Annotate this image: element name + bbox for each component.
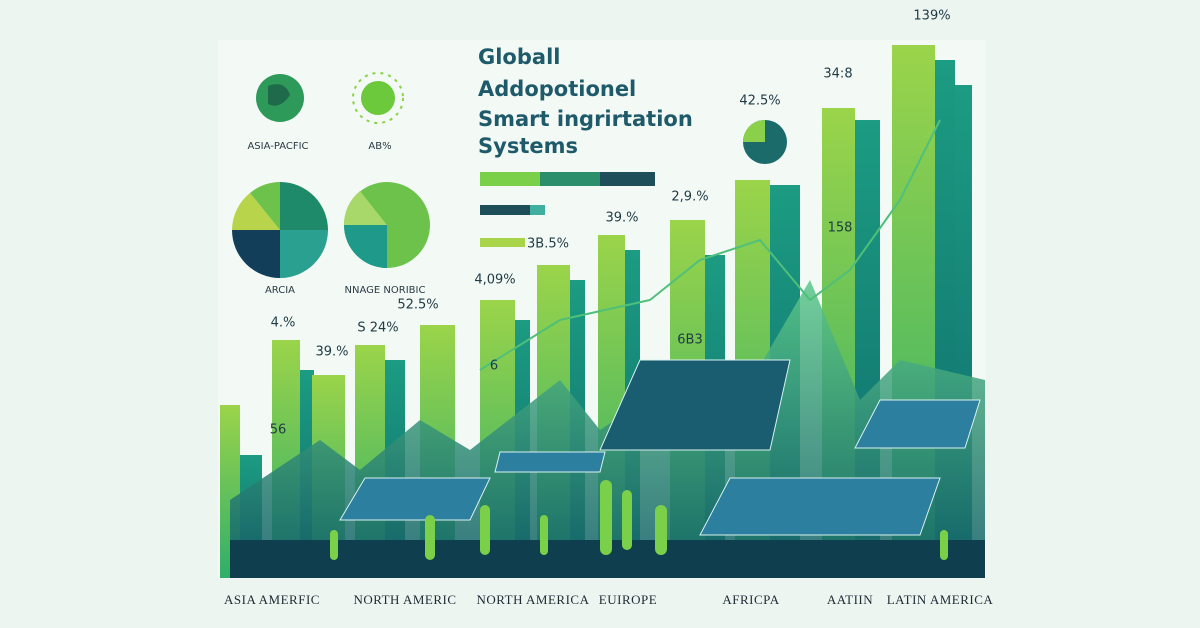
value-label: 139%	[913, 9, 950, 24]
region-label: NORTH AMERICA	[477, 592, 590, 607]
value-label: S 24%	[357, 321, 398, 336]
region-label: ASIA AMERFIC	[224, 592, 320, 607]
value-label: 52.5%	[397, 298, 438, 313]
pie-1	[232, 182, 328, 278]
value-label: 39.%	[605, 211, 638, 226]
label: ASIA-PACFIC	[247, 141, 308, 152]
plants	[330, 480, 948, 560]
progress-bars	[480, 172, 655, 247]
title-line: Systems	[478, 134, 578, 158]
value-labels: 4.% 39.% S 24% 52.5% 4,09% 3B.5% 39.% 2,9.% 42.5…	[270, 9, 951, 438]
trend-line	[479, 119, 941, 371]
region-labels: ASIA AMERFIC NORTH AMERIC NORTH AMERICA EUI…	[224, 592, 993, 607]
value-label: 6B3	[677, 333, 702, 348]
sun	[361, 81, 395, 115]
region-label: NORTH AMERIC	[353, 592, 456, 607]
value-label: 3B.5%	[527, 237, 569, 252]
value-label: 56	[270, 423, 287, 438]
region-label: LATIN AMERICA	[887, 592, 994, 607]
label: ARCIA	[265, 285, 295, 296]
pie-3	[743, 120, 787, 164]
value-label: 4.%	[271, 316, 296, 331]
value-label: 34:8	[823, 67, 852, 82]
value-label: 39.%	[315, 345, 348, 360]
region-label: AFRICPA	[722, 592, 779, 607]
title-line: Globall	[478, 45, 560, 69]
value-label: 158	[828, 221, 853, 236]
title-line: Addopotionel	[478, 77, 636, 101]
title-line: Smart ingrirtation	[478, 107, 693, 131]
pie-2	[343, 182, 430, 268]
value-label: 6	[490, 359, 498, 374]
label: NNAGE NORIBIC	[345, 285, 426, 296]
region-label: EUIROPE	[599, 592, 657, 607]
value-label: 42.5%	[739, 94, 780, 109]
value-label: 2,9.%	[671, 190, 708, 205]
solar-panels	[339, 359, 981, 536]
label: AB%	[368, 141, 391, 152]
region-label: AATIIN	[827, 592, 873, 607]
value-label: 4,09%	[474, 273, 515, 288]
